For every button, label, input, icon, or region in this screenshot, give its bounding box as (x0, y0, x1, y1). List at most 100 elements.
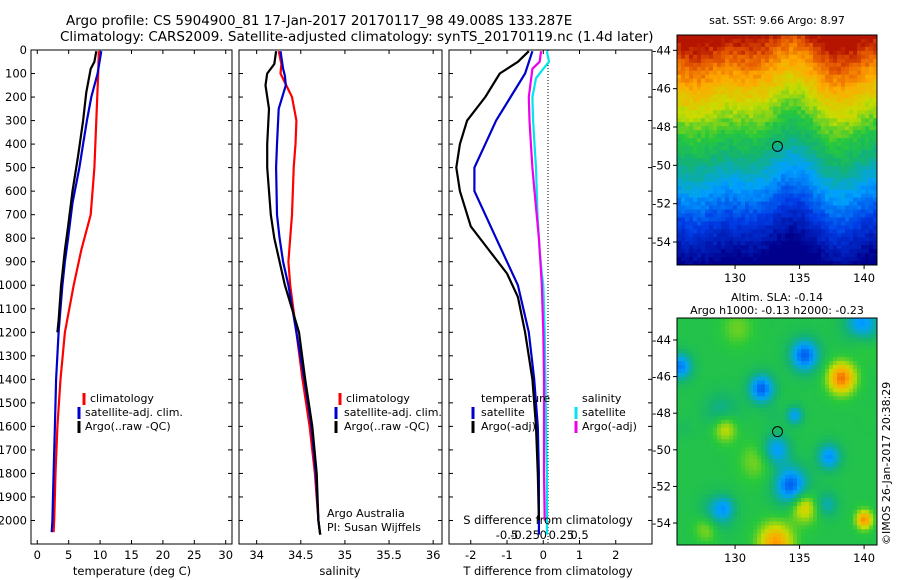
heatmap-cell (849, 78, 854, 84)
heatmap-cell (821, 54, 826, 60)
heatmap-cell (693, 217, 698, 222)
heatmap-cell (813, 157, 818, 163)
heatmap-cell (737, 419, 742, 425)
heatmap-cell (769, 423, 774, 429)
heatmap-cell (709, 408, 714, 413)
heatmap-cell (817, 46, 822, 52)
heatmap-cell (797, 388, 802, 393)
heatmap-cell (709, 376, 714, 382)
heatmap-cell (757, 361, 762, 366)
heatmap-cell (745, 70, 750, 76)
heatmap-cell (821, 349, 826, 354)
heatmap-cell (717, 217, 722, 222)
heatmap-cell (817, 142, 822, 147)
heatmap-cell (741, 325, 746, 331)
heatmap-cell (761, 376, 766, 382)
heatmap-cell (757, 150, 762, 155)
heatmap-cell (693, 62, 698, 68)
heatmap-cell (777, 201, 782, 207)
heatmap-cell (765, 90, 770, 96)
heatmap-cell (829, 78, 834, 84)
heatmap-cell (717, 392, 722, 397)
heatmap-cell (853, 142, 858, 147)
heatmap-cell (713, 169, 718, 175)
heatmap-cell (793, 337, 798, 343)
sst-map-ticks: 130 135 140-44-46-48-50-52-54 (652, 43, 875, 285)
heatmap-cell (745, 321, 750, 327)
heatmap-cell (801, 249, 806, 254)
heatmap-cell (825, 341, 830, 346)
heatmap-cell (709, 134, 714, 139)
heatmap-cell (729, 404, 734, 409)
heatmap-cell (833, 233, 838, 238)
heatmap-cell (765, 396, 770, 401)
heatmap-cell (805, 114, 810, 119)
heatmap-cell (865, 122, 870, 127)
heatmap-cell (785, 419, 790, 425)
heatmap-cell (725, 42, 730, 48)
heatmap-cell (701, 86, 706, 92)
heatmap-cell (829, 357, 834, 362)
heatmap-cell (749, 205, 754, 211)
heatmap-cell (677, 372, 682, 378)
heatmap-cell (845, 333, 850, 339)
heatmap-cell (829, 253, 834, 258)
heatmap-cell (725, 201, 730, 207)
heatmap-cell (721, 376, 726, 382)
heatmap-cell (817, 325, 822, 331)
heatmap-cell (809, 321, 814, 327)
heatmap-cell (813, 165, 818, 171)
heatmap-cell (869, 365, 874, 370)
heatmap-cell (829, 130, 834, 135)
heatmap-cell (789, 411, 794, 417)
heatmap-cell (817, 70, 822, 76)
heatmap-cell (733, 372, 738, 378)
heatmap-cell (697, 361, 702, 366)
heatmap-cell (865, 357, 870, 362)
heatmap-cell (697, 90, 702, 96)
heatmap-cell (701, 114, 706, 119)
heatmap-cell (825, 337, 830, 343)
heatmap-cell (685, 130, 690, 135)
series-line-satellite-2 (531, 50, 551, 535)
heatmap-cell (797, 173, 802, 179)
heatmap-cell (677, 229, 682, 234)
heatmap-cell (773, 142, 778, 147)
heatmap-cell (865, 197, 870, 203)
heatmap-cell (697, 233, 702, 238)
heatmap-cell (829, 415, 834, 421)
heatmap-cell (717, 333, 722, 339)
heatmap-cell (777, 253, 782, 258)
heatmap-cell (713, 78, 718, 84)
heatmap-cell (773, 229, 778, 234)
heatmap-cell (821, 439, 826, 444)
heatmap-cell (805, 138, 810, 143)
heatmap-cell (749, 325, 754, 331)
x-tick-label: -2 (465, 548, 476, 562)
heatmap-cell (873, 423, 877, 429)
heatmap-cell (849, 169, 854, 175)
heatmap-cell (757, 384, 762, 389)
heatmap-cell (745, 225, 750, 230)
heatmap-cell (797, 333, 802, 339)
heatmap-cell (769, 74, 774, 80)
heatmap-cell (797, 376, 802, 382)
heatmap-cell (817, 82, 822, 88)
heatmap-cell (761, 205, 766, 211)
heatmap-cell (825, 353, 830, 358)
heatmap-cell (769, 94, 774, 100)
heatmap-cell (733, 376, 738, 382)
heatmap-cell (729, 249, 734, 254)
depth-tick-label: 200 (5, 90, 27, 104)
series-line-satellite-0 (473, 50, 541, 535)
heatmap-cell (721, 134, 726, 139)
heatmap-cell (785, 181, 790, 187)
heatmap-cell (825, 205, 830, 211)
heatmap-cell (833, 126, 838, 131)
heatmap-cell (865, 400, 870, 405)
heatmap-cell (869, 42, 874, 48)
heatmap-cell (797, 54, 802, 60)
heatmap-cell (853, 447, 858, 452)
heatmap-cell (865, 78, 870, 84)
heatmap-cell (865, 130, 870, 135)
